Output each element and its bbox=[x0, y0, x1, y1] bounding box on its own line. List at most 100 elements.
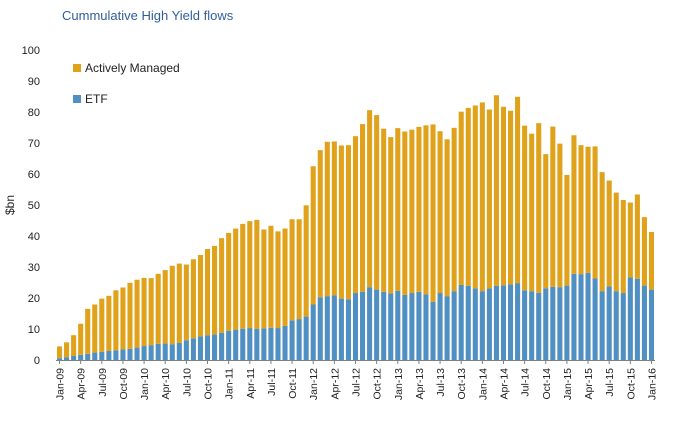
bar-actively-managed bbox=[56, 346, 63, 359]
y-tick-label: 80 bbox=[28, 107, 40, 119]
bar-actively-managed bbox=[310, 166, 316, 305]
legend-label-etf: ETF bbox=[85, 92, 108, 106]
bar-etf bbox=[204, 335, 211, 360]
bar-actively-managed bbox=[289, 219, 295, 321]
bar-etf bbox=[402, 294, 408, 360]
y-tick-label: 50 bbox=[28, 200, 40, 212]
y-tick-label: 90 bbox=[28, 76, 40, 88]
bar-actively-managed bbox=[648, 231, 655, 290]
bar-actively-managed bbox=[578, 145, 584, 275]
bar-etf bbox=[78, 354, 84, 360]
bar-etf bbox=[550, 286, 556, 360]
bar-etf bbox=[176, 342, 182, 360]
bar-etf bbox=[522, 290, 528, 360]
bar-actively-managed bbox=[493, 95, 499, 286]
bar-etf bbox=[641, 285, 647, 360]
bar-actively-managed bbox=[592, 146, 598, 279]
bar-actively-managed bbox=[437, 131, 443, 294]
x-tick-label: Jan-16 bbox=[647, 368, 659, 400]
x-tick-label: Jul-10 bbox=[181, 368, 193, 397]
bar-etf bbox=[71, 355, 77, 360]
bar-etf bbox=[423, 294, 429, 360]
bar-actively-managed bbox=[409, 129, 415, 294]
bar-etf bbox=[430, 301, 436, 360]
bar-actively-managed bbox=[282, 228, 288, 326]
x-tick-label: Jul-15 bbox=[604, 368, 616, 397]
bar-actively-managed bbox=[416, 126, 422, 292]
bar-actively-managed bbox=[296, 219, 302, 320]
y-tick-label: 30 bbox=[28, 262, 40, 274]
bar-etf bbox=[190, 338, 196, 360]
bar-etf bbox=[634, 278, 640, 360]
x-tick-label: Jan-13 bbox=[393, 368, 405, 400]
bar-etf bbox=[233, 329, 239, 360]
bar-etf bbox=[134, 347, 140, 360]
bar-etf bbox=[324, 296, 330, 360]
bar-etf bbox=[388, 293, 394, 360]
bar-etf bbox=[500, 285, 507, 360]
bar-actively-managed bbox=[85, 308, 91, 354]
x-tick-label: Apr-14 bbox=[499, 368, 511, 400]
bar-etf bbox=[472, 288, 478, 360]
x-tick-label: Apr-11 bbox=[245, 368, 257, 399]
bar-actively-managed bbox=[183, 264, 189, 341]
x-tick-label: Jan-14 bbox=[477, 368, 489, 400]
bar-etf bbox=[395, 290, 401, 360]
bar-etf bbox=[536, 292, 542, 360]
bar-actively-managed bbox=[169, 265, 175, 345]
bar-actively-managed bbox=[641, 217, 647, 286]
bar-actively-managed bbox=[360, 124, 366, 292]
bar-etf bbox=[56, 358, 63, 360]
bar-etf bbox=[374, 289, 380, 360]
bar-etf bbox=[515, 283, 521, 360]
legend: Actively Managed ETF bbox=[73, 61, 180, 106]
y-tick-label: 10 bbox=[28, 324, 40, 336]
bar-etf bbox=[247, 328, 253, 360]
bar-actively-managed bbox=[233, 228, 239, 330]
bar-etf bbox=[155, 343, 161, 360]
y-tick-label: 60 bbox=[28, 169, 40, 181]
x-tick-label: Apr-15 bbox=[583, 368, 595, 400]
x-tick-label: Jan-10 bbox=[139, 368, 151, 400]
bar-actively-managed bbox=[120, 287, 126, 350]
bar-actively-managed bbox=[197, 254, 203, 337]
bar-actively-managed bbox=[486, 109, 492, 289]
bar-actively-managed bbox=[268, 225, 274, 328]
bar-actively-managed bbox=[395, 128, 401, 291]
bar-etf bbox=[557, 287, 563, 360]
bar-actively-managed bbox=[99, 298, 105, 352]
bar-etf bbox=[409, 293, 415, 360]
y-axis-ticks: 0 10 20 30 40 50 60 70 80 90 100 bbox=[22, 45, 40, 367]
bar-etf bbox=[148, 345, 154, 360]
bar-actively-managed bbox=[620, 200, 626, 294]
x-tick-label: Oct-13 bbox=[456, 368, 468, 400]
bar-actively-managed bbox=[465, 107, 471, 286]
bar-actively-managed bbox=[64, 342, 70, 358]
bar-etf bbox=[127, 348, 133, 360]
bar-etf bbox=[254, 329, 260, 360]
x-tick-label: Apr-09 bbox=[76, 368, 88, 400]
x-tick-label: Oct-12 bbox=[372, 368, 384, 400]
legend-swatch-actively-managed bbox=[73, 64, 81, 72]
bar-etf bbox=[289, 320, 295, 360]
bar-actively-managed bbox=[148, 278, 154, 346]
bar-etf bbox=[345, 299, 351, 360]
bar-actively-managed bbox=[606, 180, 612, 287]
bar-actively-managed bbox=[331, 141, 337, 296]
x-tick-label: Apr-10 bbox=[160, 368, 172, 400]
bar-actively-managed bbox=[219, 238, 225, 333]
bar-actively-managed bbox=[155, 273, 161, 344]
bar-etf bbox=[381, 291, 387, 360]
bar-etf bbox=[606, 286, 612, 360]
bar-actively-managed bbox=[500, 106, 507, 286]
bar-etf bbox=[162, 343, 168, 360]
y-tick-label: 20 bbox=[28, 293, 40, 305]
bar-actively-managed bbox=[247, 221, 253, 329]
bar-actively-managed bbox=[381, 128, 387, 292]
bar-etf bbox=[585, 272, 591, 360]
y-axis-label: $bn bbox=[3, 195, 17, 215]
bar-etf bbox=[219, 332, 225, 360]
bar-etf bbox=[113, 350, 119, 360]
bar-etf bbox=[486, 288, 492, 360]
bar-etf bbox=[261, 328, 267, 360]
